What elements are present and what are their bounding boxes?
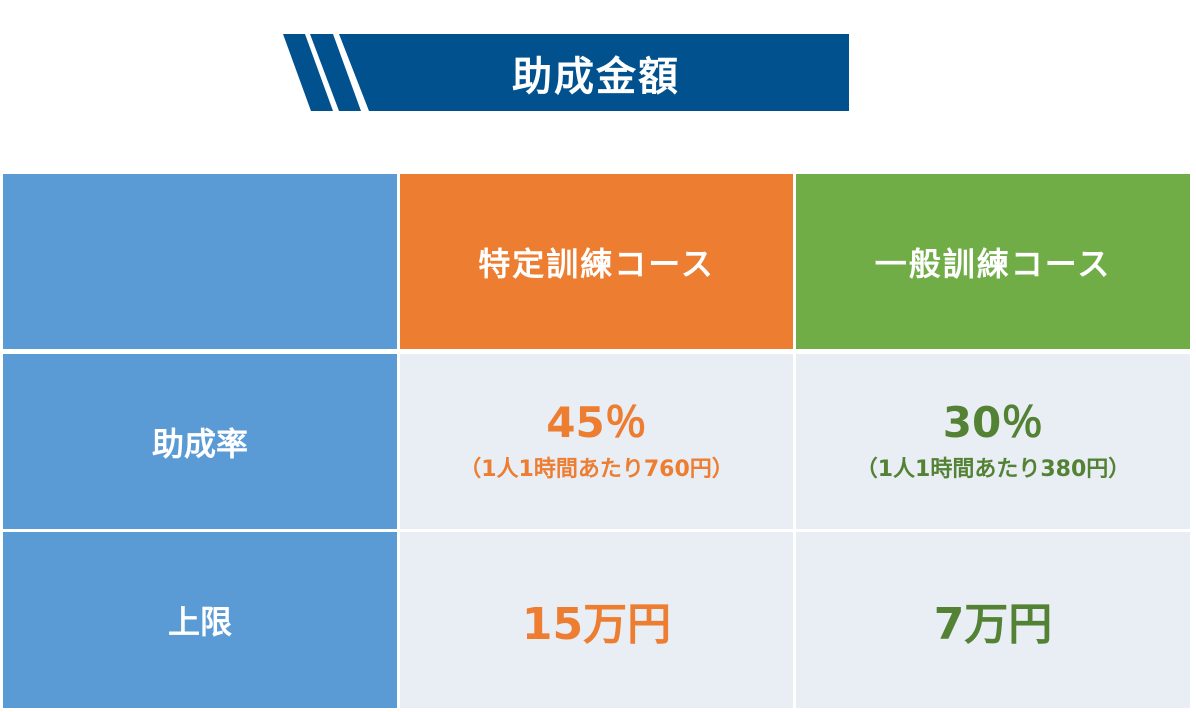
page-title: 助成金額: [512, 53, 680, 100]
title-banner: 助成金額: [283, 34, 849, 111]
banner-stripes-graphic: [283, 34, 849, 111]
general-rate-cell: 30％ （1人1時間あたり380円）: [796, 354, 1190, 529]
header-specific-course: 特定訓練コース: [400, 174, 793, 349]
header-empty-cell: [3, 174, 397, 349]
specific-rate-value: 45％: [546, 398, 647, 448]
general-rate-value: 30％: [942, 398, 1044, 448]
specific-rate-note: （1人1時間あたり760円）: [459, 456, 734, 482]
row-label-rate: 助成率: [3, 354, 397, 529]
specific-limit-value: 15万円: [400, 532, 793, 708]
specific-rate-cell: 45％ （1人1時間あたり760円）: [400, 354, 793, 529]
general-rate-note: （1人1時間あたり380円）: [855, 456, 1131, 482]
row-label-limit: 上限: [3, 532, 397, 708]
general-limit-value: 7万円: [796, 532, 1190, 708]
header-general-course: 一般訓練コース: [796, 174, 1190, 349]
